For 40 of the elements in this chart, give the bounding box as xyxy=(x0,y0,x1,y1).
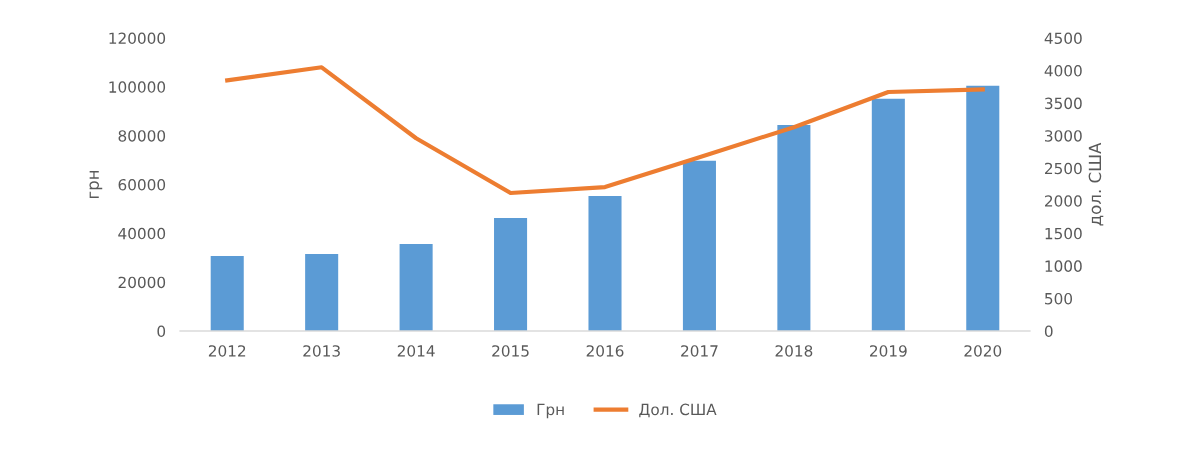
y2-tick-label: 2000 xyxy=(1045,195,1082,207)
y-axis-title: грн xyxy=(89,170,103,199)
bar xyxy=(682,160,716,331)
x-tick-label: 2014 xyxy=(397,345,435,357)
bar xyxy=(871,98,905,331)
x-tick-label: 2012 xyxy=(208,345,246,357)
legend-label: Дол. США xyxy=(639,403,717,418)
y-tick-label: 80000 xyxy=(118,130,166,142)
x-tick-label: 2018 xyxy=(775,345,813,357)
y2-tick-label: 1000 xyxy=(1045,260,1082,272)
x-tick-label: 2015 xyxy=(492,345,529,357)
y2-tick-label: 4000 xyxy=(1044,65,1082,77)
x-tick-label: 2017 xyxy=(681,345,718,357)
y-tick-label: 120000 xyxy=(109,32,166,45)
y2-tick-label: 0 xyxy=(1044,325,1053,338)
x-tick-label: 2020 xyxy=(964,345,1002,357)
y2-tick-label: 2500 xyxy=(1045,162,1082,175)
legend-label: Грн xyxy=(537,403,564,419)
bar xyxy=(399,244,433,331)
y-tick-label: 40000 xyxy=(118,227,166,240)
x-tick-label: 2019 xyxy=(870,345,907,357)
bar xyxy=(588,195,622,331)
bar xyxy=(210,256,244,331)
bar xyxy=(777,124,811,331)
y-tick-label: 60000 xyxy=(118,178,166,191)
y2-tick-label: 4500 xyxy=(1044,32,1082,45)
y2-axis-title: дол. США xyxy=(1088,142,1104,226)
y2-tick-label: 500 xyxy=(1045,292,1073,305)
bar xyxy=(494,217,528,331)
bar xyxy=(305,254,339,331)
y2-tick-label: 3000 xyxy=(1045,130,1082,142)
x-tick-label: 2016 xyxy=(586,345,624,357)
y-tick-label: 20000 xyxy=(118,276,166,289)
bar xyxy=(966,85,1000,331)
y-tick-label: 0 xyxy=(157,325,166,338)
x-tick-label: 2013 xyxy=(303,345,340,357)
line-series xyxy=(225,65,985,196)
y-tick-label: 100000 xyxy=(109,81,166,93)
y2-tick-label: 3500 xyxy=(1045,97,1082,110)
y2-tick-label: 1500 xyxy=(1045,227,1082,240)
